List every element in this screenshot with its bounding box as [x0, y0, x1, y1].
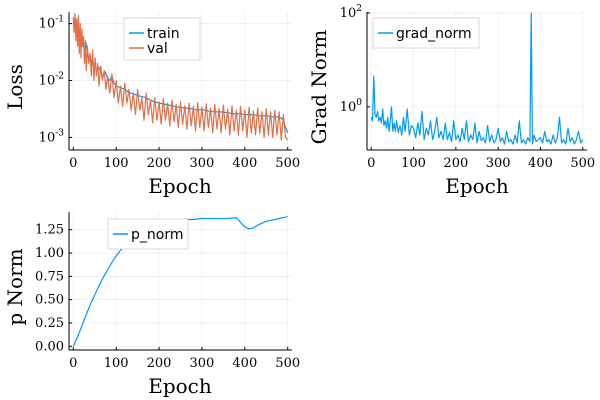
legend-box	[123, 17, 201, 61]
x-tick-label: 500	[275, 156, 300, 171]
series-line-val	[72, 13, 289, 141]
x-tick-label: 0	[69, 356, 77, 371]
x-tick-label: 100	[104, 356, 129, 371]
y-tick-label: 10-3	[39, 128, 65, 145]
x-tick-label: 400	[232, 356, 257, 371]
x-tick-label: 0	[69, 156, 77, 171]
y-tick-label: 1.25	[35, 223, 64, 238]
x-tick-label: 200	[443, 156, 468, 171]
x-tick-label: 500	[570, 156, 595, 171]
x-tick-label: 200	[147, 156, 172, 171]
legend-label: p_norm	[131, 227, 183, 243]
x-tick-label: 100	[104, 156, 129, 171]
x-axis-title: Epoch	[148, 174, 212, 198]
legend-label: val	[147, 41, 168, 57]
x-tick-label: 400	[232, 156, 257, 171]
x-axis-title: Epoch	[445, 174, 509, 198]
y-axis-title: Loss	[3, 64, 27, 110]
chart-panel: 0 100 200 300 400 500 100 102 Epoch Grad Norm grad…	[307, 4, 595, 198]
x-tick-label: 300	[486, 156, 511, 171]
y-tick-label: 100	[340, 98, 363, 115]
y-tick-label: 0.00	[35, 339, 64, 354]
y-axis-title: Grad Norm	[307, 30, 331, 145]
legend: p_norm	[107, 218, 189, 250]
y-tick-label: 10-1	[39, 15, 64, 32]
legend-label: train	[147, 26, 180, 42]
y-tick-label: 10-2	[39, 71, 64, 88]
series-group	[72, 13, 289, 141]
x-tick-label: 400	[528, 156, 553, 171]
chart-panel: 0 100 200 300 400 500 0.00 0.25 0.50 0.75 1.00 1.25…	[3, 212, 300, 398]
y-axis-title: p Norm	[3, 248, 27, 325]
legend-label: grad_norm	[396, 26, 472, 42]
x-tick-label: 500	[275, 356, 300, 371]
x-tick-label: 100	[401, 156, 426, 171]
y-tick-label: 0.25	[35, 316, 64, 331]
x-tick-label: 300	[190, 156, 215, 171]
series-group	[370, 12, 584, 145]
legend: grad_norm	[372, 17, 480, 49]
series-line-grad-norm	[370, 12, 584, 145]
chart-panel: 0 100 200 300 400 500 10-3 10-2 10-1 Epoch Loss tra…	[3, 12, 300, 198]
y-tick-label: 1.00	[35, 246, 64, 261]
y-tick-label: 0.75	[35, 269, 64, 284]
x-axis-title: Epoch	[148, 374, 212, 398]
y-tick-label: 102	[340, 4, 362, 21]
y-tick-label: 0.50	[35, 293, 64, 308]
x-tick-label: 200	[147, 356, 172, 371]
x-tick-label: 0	[367, 156, 375, 171]
x-tick-label: 300	[190, 356, 215, 371]
